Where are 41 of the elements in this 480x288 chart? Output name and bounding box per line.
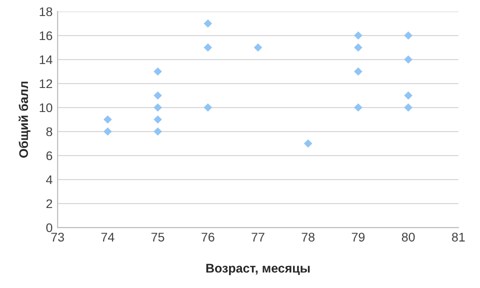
- x-tick-label: 81: [452, 232, 465, 242]
- y-tick-label: 10: [40, 103, 52, 112]
- point: [404, 31, 412, 40]
- point: [404, 103, 412, 112]
- x-tick-label: 76: [202, 232, 214, 242]
- x-tick-label: 75: [151, 232, 164, 242]
- point: [304, 139, 312, 148]
- point: [354, 31, 362, 40]
- point: [204, 19, 212, 28]
- y-axis-title: Общий балл: [18, 82, 30, 158]
- y-tick-label: 8: [46, 127, 52, 136]
- y-tick-label: 4: [46, 175, 52, 184]
- point: [354, 67, 362, 76]
- point: [104, 115, 112, 124]
- point: [354, 43, 362, 52]
- point: [154, 67, 162, 76]
- point: [404, 55, 412, 64]
- point: [204, 43, 212, 52]
- point: [204, 103, 212, 112]
- point: [254, 43, 262, 52]
- point: [154, 103, 162, 112]
- y-tick-label: 14: [40, 55, 52, 64]
- point: [104, 127, 112, 136]
- y-tick-label: 0: [46, 223, 52, 232]
- point: [154, 115, 162, 124]
- y-tick-label: 2: [46, 199, 52, 208]
- point: [154, 127, 162, 136]
- x-axis-title: Возраст, месяцы: [206, 264, 310, 276]
- y-tick-label: 16: [40, 31, 52, 40]
- point: [404, 91, 412, 100]
- x-tick-label: 78: [302, 232, 315, 242]
- x-tick-label: 73: [51, 232, 64, 242]
- y-tick-label: 18: [40, 7, 52, 16]
- x-tick-label: 80: [402, 232, 415, 242]
- x-tick-label: 79: [352, 232, 365, 242]
- point: [354, 103, 362, 112]
- x-tick-label: 74: [101, 232, 114, 242]
- y-tick-label: 12: [40, 79, 52, 88]
- y-tick-label: 6: [46, 151, 52, 160]
- point: [154, 91, 162, 100]
- x-tick-label: 77: [252, 232, 264, 242]
